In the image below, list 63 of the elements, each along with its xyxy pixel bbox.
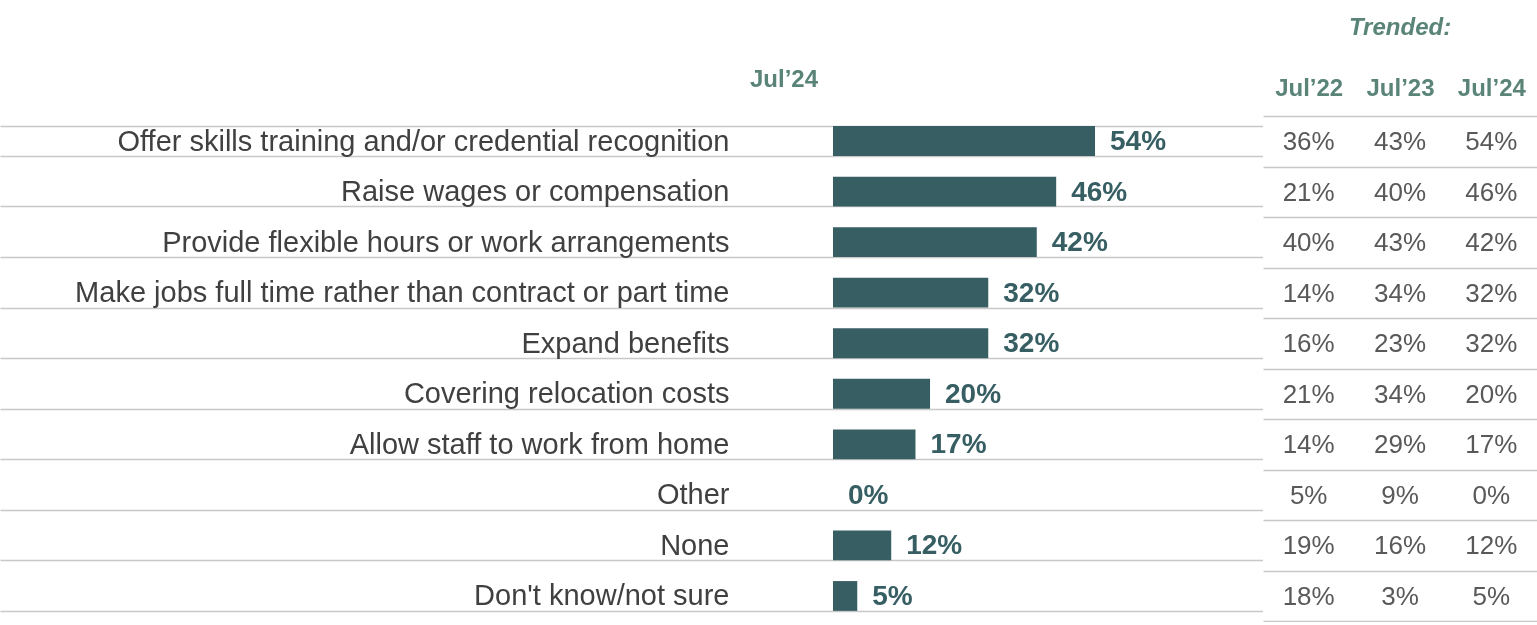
data-label: 43%	[1373, 126, 1427, 157]
y-tick-label: Allow staff to work from home	[349, 427, 730, 460]
data-label: 21%	[1282, 378, 1335, 409]
data-label: 21%	[1282, 176, 1335, 207]
x-tick-label: Jul’23	[1366, 73, 1435, 101]
data-label: 5%	[872, 579, 913, 611]
data-label: 34%	[1373, 277, 1427, 308]
bar	[833, 126, 1095, 156]
y-tick-label: Raise wages or compensation	[341, 175, 730, 208]
data-label: 32%	[1465, 277, 1518, 308]
data-label: 14%	[1282, 277, 1335, 308]
data-label: 43%	[1373, 227, 1427, 258]
data-label: 12%	[906, 529, 963, 561]
data-label: 3%	[1381, 580, 1419, 611]
bar	[833, 227, 1037, 258]
bar	[833, 328, 989, 359]
data-label: 16%	[1282, 328, 1335, 359]
y-tick-label: Covering relocation costs	[403, 377, 730, 410]
data-label: 46%	[1465, 176, 1518, 207]
data-label: 54%	[1465, 126, 1518, 157]
data-label: 23%	[1373, 328, 1427, 359]
data-label: 16%	[1373, 530, 1427, 561]
data-label: 9%	[1381, 479, 1419, 510]
data-label: 32%	[1003, 276, 1060, 308]
bar	[833, 530, 892, 561]
bar	[833, 378, 931, 409]
data-label: 54%	[1110, 125, 1167, 157]
y-tick-label: Don't know/not sure	[474, 579, 730, 612]
y-tick-label: Provide flexible hours or work arrangements	[162, 225, 730, 258]
data-label: 46%	[1071, 175, 1128, 207]
y-tick-label: Make jobs full time rather than contract or part time	[75, 276, 730, 309]
bar	[833, 176, 1057, 207]
data-label: 32%	[1465, 328, 1518, 359]
data-label: 20%	[1465, 378, 1518, 409]
data-label: 17%	[930, 428, 987, 460]
data-label: 32%	[1003, 327, 1060, 359]
y-tick-label: Expand benefits	[521, 326, 730, 359]
data-label: 29%	[1373, 429, 1427, 460]
data-label: 14%	[1282, 429, 1335, 460]
bar	[833, 581, 858, 611]
bar	[833, 429, 916, 460]
data-label: 0%	[848, 478, 889, 510]
data-label: 42%	[1465, 227, 1518, 258]
x-tick-label: Jul’24	[1457, 73, 1527, 101]
data-label: 18%	[1282, 580, 1335, 611]
data-label: 40%	[1373, 176, 1427, 207]
chart-title: Trended:	[1348, 13, 1452, 40]
bar	[833, 277, 989, 308]
data-label: 42%	[1051, 226, 1108, 258]
data-label: 36%	[1282, 126, 1335, 157]
data-label: 20%	[945, 377, 1002, 409]
x-tick-label: Jul’22	[1275, 73, 1344, 101]
data-label: 17%	[1465, 429, 1518, 460]
y-tick-label: None	[660, 528, 730, 561]
data-label: 12%	[1465, 530, 1518, 561]
data-label: 34%	[1373, 378, 1427, 409]
data-label: 40%	[1282, 227, 1335, 258]
y-tick-label: Other	[656, 478, 730, 511]
data-label: 0%	[1472, 479, 1511, 510]
data-label: 19%	[1282, 530, 1335, 561]
data-label: 5%	[1289, 479, 1328, 510]
y-tick-label: Offer skills training and/or credential recognition	[117, 124, 730, 157]
data-label: 5%	[1472, 580, 1511, 611]
